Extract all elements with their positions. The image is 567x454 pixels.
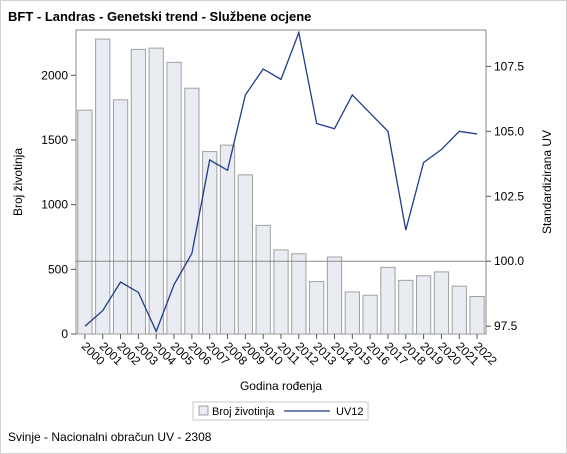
uv12-line <box>84 30 478 334</box>
left-axis: 0 500 1000 1500 2000 <box>41 68 76 341</box>
y-tick-label: 2000 <box>41 68 68 82</box>
legend: Broj životinja UV12 <box>192 401 369 421</box>
bar-2009 <box>237 174 253 335</box>
y-axis-label: Broj životinja <box>11 148 25 216</box>
bar-2002 <box>112 99 129 335</box>
bar-2022 <box>469 295 485 335</box>
y-tick-label: 500 <box>48 262 68 276</box>
legend-box <box>192 401 369 421</box>
bar-2018 <box>398 279 414 335</box>
y2-tick-label: 100.0 <box>494 254 524 268</box>
bar-2006 <box>184 87 200 335</box>
bar-2021 <box>451 285 467 335</box>
legend-swatch-bars <box>198 405 209 416</box>
bar-2011 <box>273 249 289 335</box>
bar-2001 <box>95 38 111 335</box>
bar-2015 <box>344 291 360 335</box>
bar-2008 <box>219 144 236 335</box>
bar-2010 <box>255 224 271 335</box>
bar-2013 <box>309 281 325 335</box>
y2-tick-label: 105.0 <box>494 124 524 138</box>
x-axis-label: Godina rođenja <box>240 379 322 393</box>
bar-2000 <box>77 109 93 335</box>
bar-2020 <box>433 271 450 335</box>
legend-label-bars: Broj životinja <box>212 406 275 418</box>
right-axis: 97.5 100.0 102.5 105.0 107.5 <box>486 59 524 333</box>
y-tick-label: 1500 <box>41 133 68 147</box>
y-tick-label: 1000 <box>41 198 68 212</box>
bar-2003 <box>130 48 147 335</box>
x-axis: 2000200120022003200420052006200720082009… <box>79 334 500 368</box>
bar-2012 <box>291 253 307 335</box>
legend-label-line: UV12 <box>336 406 364 418</box>
bar-2007 <box>202 151 218 335</box>
bar-2019 <box>415 275 432 335</box>
bar-series <box>77 38 485 335</box>
bar-2014 <box>326 256 343 335</box>
y2-axis-label: Standardizirana UV <box>540 130 554 234</box>
bar-2004 <box>148 47 164 335</box>
y2-tick-label: 102.5 <box>494 189 524 203</box>
y2-tick-label: 97.5 <box>494 319 518 333</box>
y2-tick-label: 107.5 <box>494 59 524 73</box>
chart-title: BFT - Landras - Genetski trend - Služben… <box>8 9 312 24</box>
y-tick-label: 0 <box>61 327 68 341</box>
bar-2016 <box>362 294 378 335</box>
footnote: Svinje - Nacionalni obračun UV - 2308 <box>8 430 212 444</box>
bar-2017 <box>380 266 396 335</box>
bar-2005 <box>166 61 182 335</box>
